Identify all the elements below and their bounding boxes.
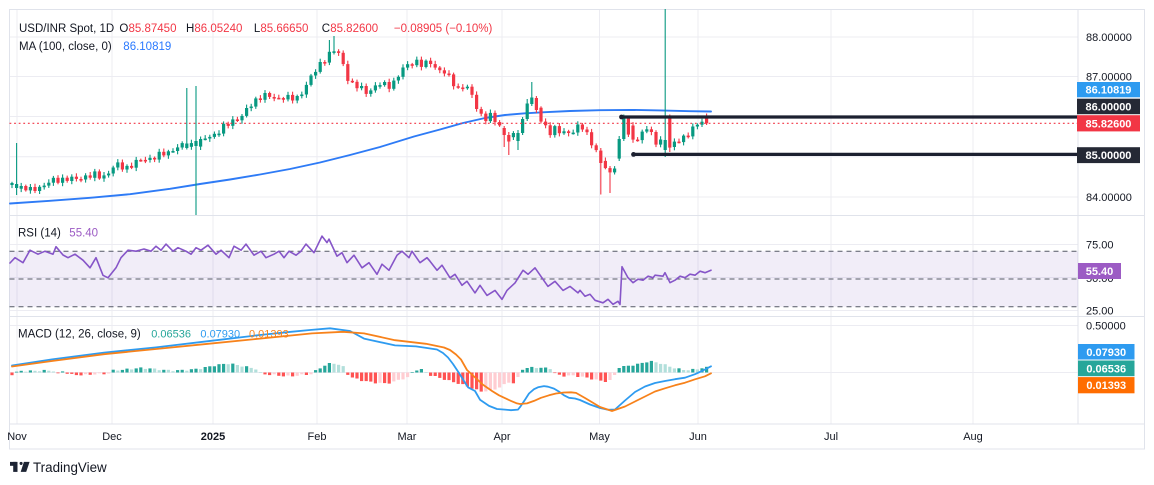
svg-text:0.50000: 0.50000 xyxy=(1086,321,1126,333)
svg-text:0.06536: 0.06536 xyxy=(1086,363,1126,375)
svg-text:C: C xyxy=(322,23,330,35)
svg-text:85.00000: 85.00000 xyxy=(1086,150,1132,162)
svg-text:MACD (12, 26, close, 9): MACD (12, 26, close, 9) xyxy=(18,329,141,341)
svg-text:0.01393: 0.01393 xyxy=(249,329,289,341)
svg-text:Apr: Apr xyxy=(493,431,510,443)
svg-text:Jul: Jul xyxy=(824,431,838,443)
svg-text:2025: 2025 xyxy=(201,431,225,443)
svg-text:L: L xyxy=(254,23,261,35)
svg-text:87.00000: 87.00000 xyxy=(1086,72,1132,84)
svg-text:MA (100, close, 0): MA (100, close, 0) xyxy=(19,41,112,53)
svg-text:86.10819: 86.10819 xyxy=(123,41,171,53)
svg-text:Jun: Jun xyxy=(689,431,707,443)
svg-text:86.00000: 86.00000 xyxy=(1086,101,1132,113)
svg-text:0.07930: 0.07930 xyxy=(1086,347,1126,359)
svg-text:−0.08905 (−0.10%): −0.08905 (−0.10%) xyxy=(394,23,493,35)
svg-text:USD/INR Spot, 1D: USD/INR Spot, 1D xyxy=(19,23,114,35)
svg-text:55.40: 55.40 xyxy=(1086,266,1114,278)
svg-text:85.66650: 85.66650 xyxy=(260,23,308,35)
svg-text:TradingView: TradingView xyxy=(33,460,107,475)
svg-text:Dec: Dec xyxy=(102,431,122,443)
svg-text:Mar: Mar xyxy=(398,431,417,443)
svg-text:75.00: 75.00 xyxy=(1086,240,1114,252)
svg-text:O: O xyxy=(119,23,128,35)
svg-text:84.00000: 84.00000 xyxy=(1086,192,1132,204)
svg-text:0.07930: 0.07930 xyxy=(200,329,240,341)
svg-text:85.87450: 85.87450 xyxy=(129,23,177,35)
svg-text:Feb: Feb xyxy=(308,431,327,443)
svg-text:RSI (14): RSI (14) xyxy=(18,228,61,240)
svg-text:55.40: 55.40 xyxy=(69,228,98,240)
svg-text:May: May xyxy=(589,431,610,443)
svg-text:25.00: 25.00 xyxy=(1086,306,1114,318)
svg-text:85.82600: 85.82600 xyxy=(330,23,378,35)
svg-text:0.01393: 0.01393 xyxy=(1086,380,1126,392)
svg-text:88.00000: 88.00000 xyxy=(1086,32,1132,44)
svg-text:86.10819: 86.10819 xyxy=(1086,85,1132,97)
svg-text:0.06536: 0.06536 xyxy=(151,329,191,341)
svg-text:86.05240: 86.05240 xyxy=(194,23,242,35)
svg-text:Nov: Nov xyxy=(7,431,27,443)
svg-text:85.82600: 85.82600 xyxy=(1086,118,1132,130)
svg-text:Aug: Aug xyxy=(963,431,983,443)
svg-text:H: H xyxy=(186,23,194,35)
